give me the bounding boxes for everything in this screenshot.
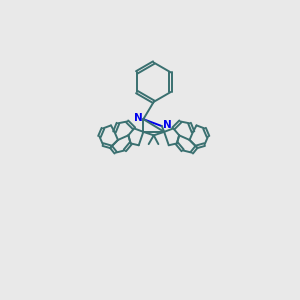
Text: N: N bbox=[134, 113, 142, 123]
Text: N: N bbox=[163, 120, 171, 130]
